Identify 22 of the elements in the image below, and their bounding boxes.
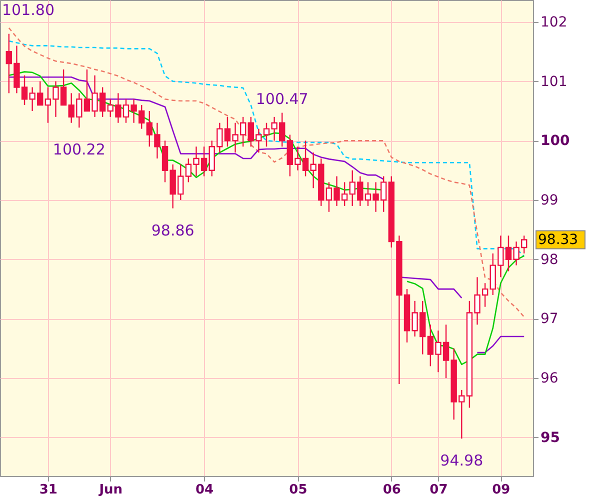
y-tick-label: 98 [540,252,558,268]
text: 98.33 [538,232,578,248]
y-tick-label: 96 [540,370,558,387]
y-tick-label: 100 [540,133,570,150]
y-tick-label: 101 [540,74,568,90]
y-tick-label: 95 [540,430,560,446]
y-tick-label: 99 [540,192,558,209]
x-tick-label: 04 [196,482,214,498]
line-series [8,27,525,318]
y-tick-label: 102 [540,14,568,30]
annotation: 100.47 [256,90,308,108]
x-tick-label: 09 [492,482,510,498]
y-tick-label: 97 [540,311,558,328]
x-tick-label: 31 [39,482,58,498]
annotation: 100.22 [52,140,106,159]
x-tick-label: 05 [289,482,308,498]
annotation: 94.98 [440,452,484,470]
x-tick-label: 07 [430,482,448,498]
x-tick-label: 06 [382,482,401,498]
annotation: 101.80 [2,1,54,19]
x-tick-label: Jun [98,482,123,498]
annotation: 98.86 [151,221,194,240]
